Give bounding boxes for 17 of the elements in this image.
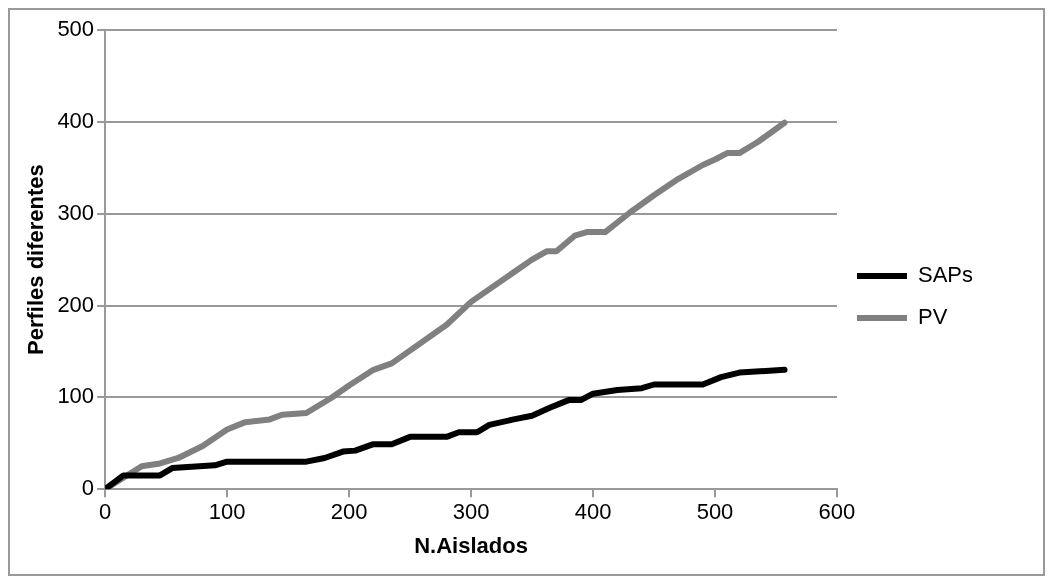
legend-label: PV [917,304,948,330]
y-tick-label: 400 [57,107,95,133]
legend-label: SAPs [917,262,974,288]
x-tick-label: 600 [818,499,856,525]
y-axis-title: Perfiles diferentes [23,164,49,355]
x-tick-label: 100 [208,499,246,525]
x-tick-label: 400 [574,499,612,525]
y-tick-label: 0 [81,475,95,501]
x-tick-label: 300 [452,499,490,525]
y-tick-label: 500 [57,16,95,42]
x-tick-label: 0 [98,499,112,525]
x-axis-title: N.Aislados [414,532,528,558]
y-tick-label: 100 [57,383,95,409]
y-tick-label: 200 [57,291,95,317]
x-tick-label: 500 [696,499,734,525]
x-tick-label: 200 [330,499,368,525]
y-tick-label: 300 [57,199,95,225]
